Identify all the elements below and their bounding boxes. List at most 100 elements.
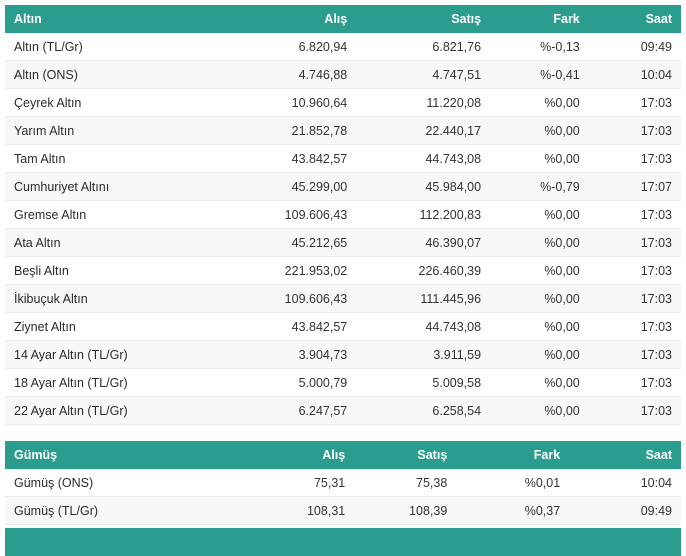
price-row: Çeyrek Altın 10.960,64 11.220,08 %0,00 17:03 — [5, 88, 681, 117]
cell-saat: 17:03 — [593, 284, 681, 313]
cell-fark: %0,37 — [461, 496, 575, 525]
instrument-name: 18 Ayar Altın (TL/Gr) — [5, 368, 245, 397]
cell-fark: %0,00 — [495, 396, 594, 425]
instrument-name: Altın (TL/Gr) — [5, 33, 245, 61]
column-header-fark: Fark — [495, 5, 594, 33]
instrument-name: Altın (ONS) — [5, 60, 245, 89]
instrument-name: Gümüş (ONS) — [5, 469, 245, 497]
column-header-saat: Saat — [593, 5, 681, 33]
instrument-name: İkibuçuk Altın — [5, 284, 245, 313]
cell-alis: 109.606,43 — [244, 200, 362, 229]
silver-table-title: Gümüş — [5, 441, 245, 469]
price-row: Beşli Altın 221.953,02 226.460,39 %0,00 17:0… — [5, 256, 681, 285]
cell-satis: 226.460,39 — [361, 256, 496, 285]
price-row: 14 Ayar Altın (TL/Gr) 3.904,73 3.911,59 %0,… — [5, 340, 681, 369]
cell-alis: 10.960,64 — [244, 88, 362, 117]
cell-fark: %0,00 — [495, 312, 594, 341]
cell-fark: %-0,79 — [495, 172, 594, 201]
cell-satis: 44.743,08 — [361, 144, 496, 173]
cell-fark: %0,00 — [495, 116, 594, 145]
price-row: Ata Altın 45.212,65 46.390,07 %0,00 17:03 — [5, 228, 681, 257]
cell-alis: 6.247,57 — [244, 396, 362, 425]
price-row: Gremse Altın 109.606,43 112.200,83 %0,00 17:… — [5, 200, 681, 229]
cell-saat: 17:03 — [593, 144, 681, 173]
price-row: Gümüş (TL/Gr) 108,31 108,39 %0,37 09:49 — [5, 496, 681, 525]
cell-satis: 44.743,08 — [361, 312, 496, 341]
gold-table-body: Altın (TL/Gr) 6.820,94 6.821,76 %-0,13 09:49… — [5, 33, 681, 425]
cell-alis: 221.953,02 — [244, 256, 362, 285]
instrument-name: Beşli Altın — [5, 256, 245, 285]
instrument-name: Tam Altın — [5, 144, 245, 173]
instrument-name: Ziynet Altın — [5, 312, 245, 341]
cell-saat: 17:03 — [593, 312, 681, 341]
cell-satis: 5.009,58 — [361, 368, 496, 397]
price-row: Yarım Altın 21.852,78 22.440,17 %0,00 17:03 — [5, 116, 681, 145]
price-row: 22 Ayar Altın (TL/Gr) 6.247,57 6.258,54 %0,… — [5, 396, 681, 425]
instrument-name: Cumhuriyet Altını — [5, 172, 245, 201]
cell-satis: 6.821,76 — [361, 33, 496, 61]
cell-alis: 6.820,94 — [244, 33, 362, 61]
cell-saat: 10:04 — [574, 469, 681, 497]
column-header-fark: Fark — [461, 441, 575, 469]
cell-satis: 11.220,08 — [361, 88, 496, 117]
cell-alis: 5.000,79 — [244, 368, 362, 397]
cell-fark: %0,00 — [495, 144, 594, 173]
gold-table-header-row: Altın Alış Satış Fark Saat — [5, 5, 681, 33]
instrument-name: Gremse Altın — [5, 200, 245, 229]
cell-fark: %-0,13 — [495, 33, 594, 61]
instrument-name: Ata Altın — [5, 228, 245, 257]
cell-alis: 45.212,65 — [244, 228, 362, 257]
cell-saat: 17:03 — [593, 200, 681, 229]
column-header-saat: Saat — [574, 441, 681, 469]
cell-alis: 21.852,78 — [244, 116, 362, 145]
gold-price-table: Altın Alış Satış Fark Saat Altın (TL/Gr)… — [5, 5, 681, 425]
cell-satis: 75,38 — [359, 469, 462, 497]
cell-saat: 09:49 — [574, 496, 681, 525]
cell-satis: 6.258,54 — [361, 396, 496, 425]
cell-satis: 3.911,59 — [361, 340, 496, 369]
price-row: İkibuçuk Altın 109.606,43 111.445,96 %0,00 1… — [5, 284, 681, 313]
cell-alis: 45.299,00 — [244, 172, 362, 201]
column-header-alis: Alış — [244, 5, 362, 33]
cell-saat: 17:03 — [593, 256, 681, 285]
gold-table-title: Altın — [5, 5, 245, 33]
cell-fark: %0,00 — [495, 88, 594, 117]
cell-satis: 22.440,17 — [361, 116, 496, 145]
cell-fark: %-0,41 — [495, 60, 594, 89]
instrument-name: 14 Ayar Altın (TL/Gr) — [5, 340, 245, 369]
cell-saat: 10:04 — [593, 60, 681, 89]
price-row: Gümüş (ONS) 75,31 75,38 %0,01 10:04 — [5, 469, 681, 497]
column-header-alis: Alış — [244, 441, 360, 469]
column-header-satis: Satış — [359, 441, 462, 469]
column-header-satis: Satış — [361, 5, 496, 33]
price-row: Altın (TL/Gr) 6.820,94 6.821,76 %-0,13 09:49 — [5, 33, 681, 61]
cell-alis: 75,31 — [244, 469, 360, 497]
cell-satis: 112.200,83 — [361, 200, 496, 229]
cell-fark: %0,00 — [495, 256, 594, 285]
cell-fark: %0,00 — [495, 368, 594, 397]
cell-saat: 17:03 — [593, 396, 681, 425]
silver-table-body: Gümüş (ONS) 75,31 75,38 %0,01 10:04 Gümüş (TL… — [5, 469, 681, 525]
cell-satis: 111.445,96 — [361, 284, 496, 313]
price-row: Ziynet Altın 43.842,57 44.743,08 %0,00 17:03 — [5, 312, 681, 341]
cell-fark: %0,00 — [495, 200, 594, 229]
cell-fark: %0,00 — [495, 340, 594, 369]
cell-fark: %0,01 — [461, 469, 575, 497]
cell-satis: 46.390,07 — [361, 228, 496, 257]
cell-saat: 17:03 — [593, 368, 681, 397]
instrument-name: Yarım Altın — [5, 116, 245, 145]
silver-table-header-row: Gümüş Alış Satış Fark Saat — [5, 441, 681, 469]
cell-saat: 17:03 — [593, 116, 681, 145]
instrument-name: Gümüş (TL/Gr) — [5, 496, 245, 525]
price-row: Cumhuriyet Altını 45.299,00 45.984,00 %-0,7… — [5, 172, 681, 201]
cell-saat: 09:49 — [593, 33, 681, 61]
cell-alis: 4.746,88 — [244, 60, 362, 89]
instrument-name: Çeyrek Altın — [5, 88, 245, 117]
cell-alis: 43.842,57 — [244, 312, 362, 341]
next-table-header-partial — [5, 528, 681, 556]
price-row: Tam Altın 43.842,57 44.743,08 %0,00 17:03 — [5, 144, 681, 173]
silver-price-table: Gümüş Alış Satış Fark Saat Gümüş (ONS) 75… — [5, 441, 681, 525]
price-row: Altın (ONS) 4.746,88 4.747,51 %-0,41 10:04 — [5, 60, 681, 89]
cell-alis: 3.904,73 — [244, 340, 362, 369]
